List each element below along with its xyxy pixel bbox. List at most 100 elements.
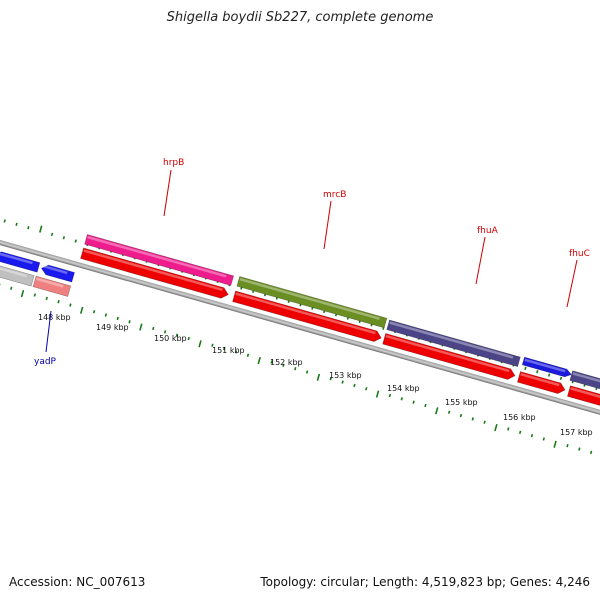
fhuC-feature	[521, 356, 573, 378]
yadP-cds	[32, 275, 72, 297]
outer-minor-tick	[536, 370, 539, 374]
scale-label: 151 kbp	[212, 346, 245, 355]
inner-minor-tick	[566, 444, 569, 448]
inner-major-tick	[198, 340, 202, 348]
outer-minor-tick	[62, 236, 66, 240]
mrcB-cds-highlight	[235, 292, 376, 335]
inner-minor-tick	[57, 300, 60, 304]
fhuA-leader-line	[475, 236, 486, 285]
inner-minor-tick	[211, 343, 214, 347]
fhuA-feature	[386, 319, 521, 368]
inner-major-tick	[375, 390, 380, 398]
next-feature	[569, 370, 600, 398]
inner-minor-tick	[294, 367, 297, 371]
inner-minor-tick	[353, 383, 356, 388]
inner-minor-tick	[104, 313, 108, 317]
inner-minor-tick	[10, 286, 13, 290]
inner-minor-tick	[69, 303, 72, 307]
hrpB-leader-line	[163, 169, 172, 217]
genome-backbone	[0, 234, 600, 425]
fhuA-feature-highlight	[389, 321, 514, 359]
inner-minor-tick	[116, 316, 119, 321]
scale-label: 149 kbp	[96, 323, 129, 332]
outer-major-tick	[39, 225, 43, 233]
inner-major-tick	[494, 423, 498, 432]
inner-minor-tick	[175, 333, 179, 337]
fhuC-feature-highlight	[524, 358, 566, 373]
fhuA-label: fhuA	[477, 226, 499, 236]
inner-tick-ring	[0, 283, 593, 455]
hrpB-label: hrpB	[163, 158, 184, 168]
inner-minor-tick	[305, 370, 309, 374]
inner-major-tick	[139, 323, 143, 331]
inner-minor-tick	[507, 427, 510, 431]
outer-minor-tick	[50, 232, 54, 237]
grey-cds	[0, 263, 35, 287]
outer-minor-tick	[524, 366, 527, 371]
inner-minor-tick	[530, 434, 534, 438]
yadP-cds-highlight	[36, 277, 64, 288]
inner-minor-tick	[365, 387, 368, 391]
next-cds-highlight	[570, 387, 600, 404]
mrcB-label: mrcB	[323, 190, 346, 200]
inner-minor-tick	[483, 420, 486, 424]
inner-minor-tick	[388, 393, 392, 398]
reverse-gene-1-highlight	[0, 251, 33, 265]
scale-label: 155 kbp	[445, 398, 478, 407]
mrcB-cds	[232, 290, 382, 342]
scale-label: 152 kbp	[270, 358, 303, 367]
next-cds	[567, 385, 600, 412]
scale-label: 156 kbp	[503, 413, 536, 422]
inner-minor-tick	[234, 350, 238, 354]
fhuC-label: fhuC	[569, 249, 590, 259]
inner-major-tick	[435, 407, 439, 415]
scale-label: 150 kbp	[154, 334, 187, 343]
inner-minor-tick	[542, 437, 545, 441]
inner-major-tick	[553, 440, 557, 448]
mrcB-feature-highlight	[239, 277, 380, 320]
genome-summary-text: Topology: circular; Length: 4,519,823 bp…	[260, 575, 590, 589]
grey-cds-highlight	[0, 265, 28, 278]
outer-minor-tick	[559, 376, 563, 381]
outer-minor-tick	[547, 373, 551, 377]
next-feature-highlight	[572, 372, 600, 389]
fhuC-cds	[517, 371, 566, 394]
inner-minor-tick	[589, 450, 593, 455]
fhuC-cds-highlight	[520, 373, 560, 387]
mrcB-feature	[236, 276, 388, 329]
mrcB-leader-line	[323, 200, 332, 250]
inner-minor-tick	[400, 397, 403, 401]
hrpB-cds	[80, 247, 229, 299]
fhuA-cds	[382, 333, 516, 380]
inner-minor-tick	[187, 336, 190, 341]
inner-minor-tick	[45, 296, 48, 301]
accession-text: Accession: NC_007613	[9, 575, 146, 589]
inner-minor-tick	[329, 377, 332, 381]
inner-minor-tick	[447, 410, 451, 414]
yadP-feature	[40, 264, 75, 283]
yadP-feature-highlight	[42, 264, 68, 275]
labels-layer: 148 kbp 149 kbp 150 kbp 151 kbp 152 kbp 153 k…	[38, 313, 593, 437]
inner-minor-tick	[270, 360, 273, 364]
inner-minor-tick	[152, 326, 155, 331]
scale-label: 154 kbp	[387, 384, 420, 393]
inner-minor-tick	[424, 403, 427, 408]
yadP-label: yadP	[34, 357, 57, 367]
inner-minor-tick	[282, 363, 285, 367]
fhuC-leader-line	[566, 259, 578, 308]
inner-minor-tick	[341, 380, 344, 384]
outer-minor-tick	[15, 222, 18, 226]
inner-minor-tick	[412, 400, 415, 404]
scale-label: 157 kbp	[560, 428, 593, 437]
scale-label: 153 kbp	[329, 371, 362, 380]
inner-minor-tick	[518, 430, 522, 434]
outer-minor-tick	[3, 219, 6, 223]
inner-major-tick	[316, 373, 321, 381]
inner-minor-tick	[459, 413, 463, 418]
outer-minor-tick	[27, 226, 30, 230]
inner-minor-tick	[92, 310, 96, 314]
inner-major-tick	[79, 306, 84, 314]
inner-minor-tick	[471, 417, 474, 421]
inner-major-tick	[20, 289, 25, 298]
inner-major-tick	[257, 356, 261, 365]
